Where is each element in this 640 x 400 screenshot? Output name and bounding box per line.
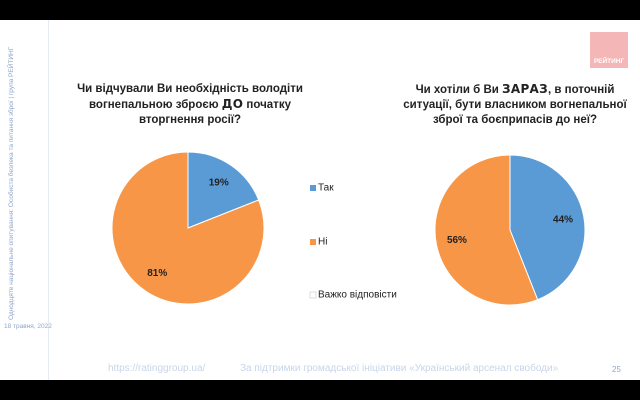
slide: Однодцяте національне опитування: Особис… (0, 20, 640, 380)
title-part: Чи відчували Ви необхідність володіти во… (77, 83, 303, 111)
charts: 19% 81% Так Ні Важко відповісти 44% 56% (111, 151, 586, 306)
chart-title: Чи відчували Ви необхідність володіти во… (75, 82, 305, 128)
title-part: Чи хотіли б Ви (415, 84, 503, 96)
data-label: 44% (553, 215, 573, 226)
title-emphasis: ЗАРАЗ (502, 82, 548, 96)
legend-swatch (310, 239, 316, 245)
support-note: За підтримки громадської ініціативи «Укр… (240, 363, 559, 374)
title-emphasis: ДО (221, 97, 244, 111)
chart-title: Чи хотіли б Ви ЗАРАЗ, в поточній ситуаці… (395, 82, 635, 128)
legend-label: Важко відповісти (318, 290, 397, 301)
data-label: 19% (209, 177, 229, 188)
data-label: 81% (147, 268, 167, 279)
title-part: , в поточній ситуації, бути власником во… (403, 84, 627, 126)
title-part: початку вторгнення росії? (138, 99, 291, 126)
pie-slice (509, 154, 586, 301)
legend-label: Так (318, 183, 334, 194)
pie-slice (187, 151, 260, 229)
date: 18 травня, 2022 (4, 323, 52, 330)
legend-label: Ні (318, 237, 327, 248)
divider (48, 20, 49, 380)
logo: РЕЙТИНГ (590, 32, 628, 68)
legend-swatch (310, 185, 316, 191)
url: https://ratinggroup.ua/ (108, 363, 206, 374)
pie-slice (111, 151, 265, 305)
page-number: 25 (612, 365, 621, 374)
legend-swatch (309, 291, 317, 299)
data-label: 56% (447, 235, 467, 246)
pie-slice (434, 154, 539, 306)
